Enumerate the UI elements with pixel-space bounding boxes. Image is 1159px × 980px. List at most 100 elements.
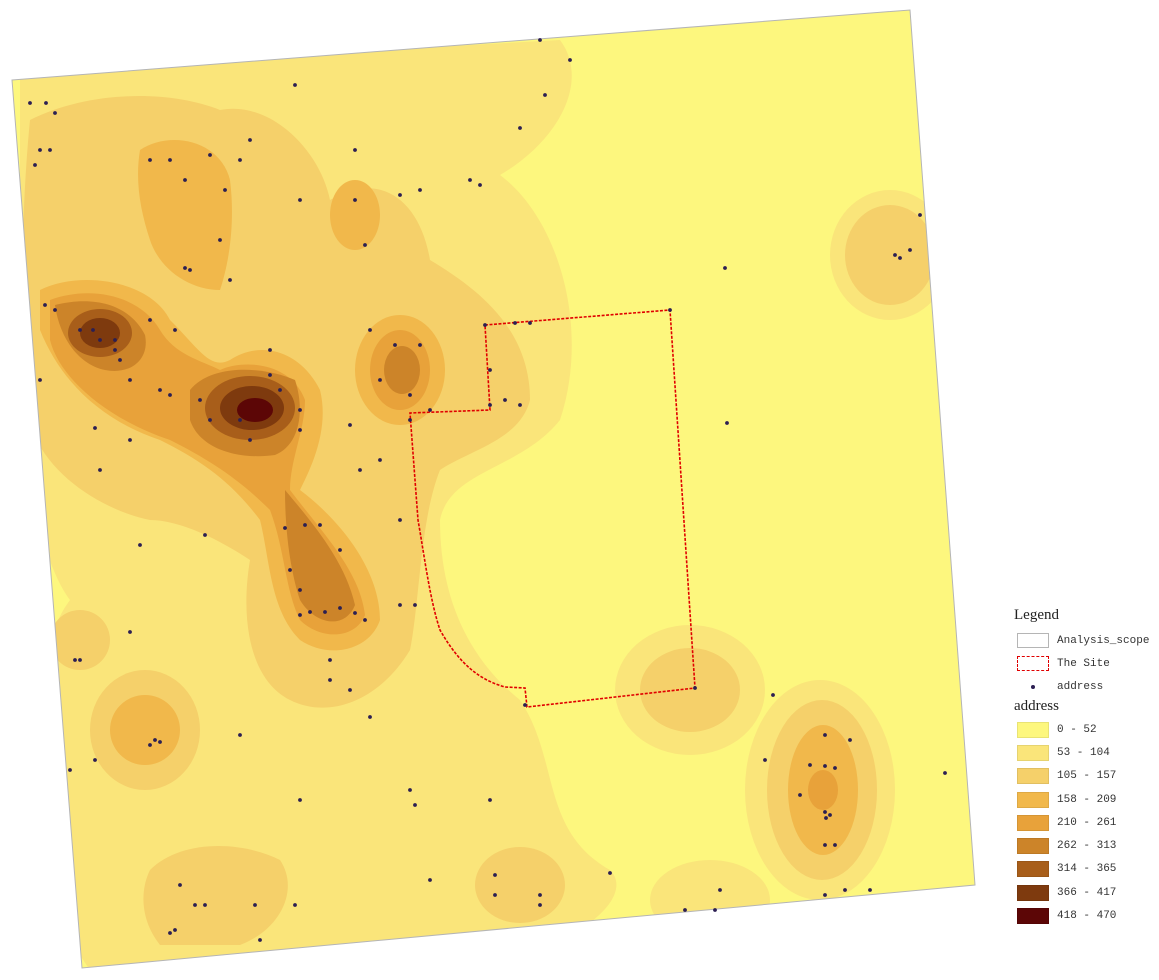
legend-class-swatch: [1017, 744, 1049, 761]
address-point: [43, 303, 47, 307]
address-point: [128, 378, 132, 382]
address-point: [368, 328, 372, 332]
legend-class-label: 158 - 209: [1057, 793, 1117, 806]
address-point-swatch: [1017, 679, 1049, 694]
address-point: [248, 138, 252, 142]
address-point: [293, 903, 297, 907]
analysis-scope-outline: [11, 9, 976, 969]
analysis-scope-label: Analysis_scope: [1057, 634, 1150, 647]
address-point: [298, 428, 302, 432]
address-point: [148, 743, 152, 747]
address-point: [38, 378, 42, 382]
address-point: [378, 458, 382, 462]
address-point: [398, 518, 402, 522]
address-point: [418, 343, 422, 347]
address-point: [543, 93, 547, 97]
density-class-list: 0 - 52 53 - 104 105 - 157 158 - 209 210 - 26…: [1014, 718, 1154, 928]
legend-class-swatch: [1017, 884, 1049, 901]
address-point: [683, 908, 687, 912]
address-point: [468, 178, 472, 182]
address-point: [298, 798, 302, 802]
legend-title: Legend: [1014, 607, 1059, 623]
address-point: [128, 438, 132, 442]
address-point: [73, 658, 77, 662]
legend-class-swatch: [1017, 908, 1049, 925]
address-point: [188, 268, 192, 272]
address-point: [203, 903, 207, 907]
address-point: [823, 764, 827, 768]
address-point: [493, 893, 497, 897]
address-point: [518, 126, 522, 130]
address-point: [178, 883, 182, 887]
address-point: [223, 188, 227, 192]
address-point: [183, 178, 187, 182]
address-point: [843, 888, 847, 892]
address-point: [248, 438, 252, 442]
legend-class-label: 105 - 157: [1057, 770, 1117, 783]
address-point: [183, 266, 187, 270]
address-point: [338, 548, 342, 552]
address-point: [408, 788, 412, 792]
address-point: [568, 58, 572, 62]
address-point: [48, 148, 52, 152]
site-boundary: [409, 309, 696, 708]
address-point: [608, 871, 612, 875]
address-point: [353, 148, 357, 152]
address-point: [418, 188, 422, 192]
point-icon: [1031, 684, 1035, 689]
legend-item-address-point: address: [1014, 675, 1154, 698]
address-point: [668, 308, 672, 312]
address-point: [153, 738, 157, 742]
address-point: [488, 798, 492, 802]
address-point: [798, 793, 802, 797]
address-point: [328, 658, 332, 662]
legend-class-row: 53 - 104: [1014, 741, 1154, 764]
address-point: [488, 403, 492, 407]
address-point: [693, 686, 697, 690]
address-point: [908, 248, 912, 252]
address-point: [513, 321, 517, 325]
address-point: [208, 418, 212, 422]
address-point: [218, 238, 222, 242]
legend-class-row: 0 - 52: [1014, 718, 1154, 741]
address-point: [33, 163, 37, 167]
address-point: [298, 613, 302, 617]
address-point: [363, 243, 367, 247]
address-point: [283, 526, 287, 530]
address-point: [303, 523, 307, 527]
address-point: [538, 903, 542, 907]
legend-class-label: 418 - 470: [1057, 910, 1117, 923]
legend-class-swatch: [1017, 721, 1049, 738]
address-point: [523, 703, 527, 707]
address-point: [148, 318, 152, 322]
address-point: [128, 630, 132, 634]
address-point: [68, 768, 72, 772]
legend-class-label: 366 - 417: [1057, 886, 1117, 899]
address-point: [363, 618, 367, 622]
legend-item-site: The Site: [1014, 652, 1154, 675]
address-point: [268, 373, 272, 377]
address-point: [833, 843, 837, 847]
address-point: [293, 83, 297, 87]
address-point: [348, 688, 352, 692]
address-point: [298, 588, 302, 592]
address-point: [353, 611, 357, 615]
address-point: [823, 893, 827, 897]
address-point: [238, 418, 242, 422]
legend-class-swatch: [1017, 791, 1049, 808]
address-point: [408, 393, 412, 397]
address-point: [328, 678, 332, 682]
address-point: [943, 771, 947, 775]
legend-class-swatch: [1017, 768, 1049, 785]
legend-class-row: 210 - 261: [1014, 811, 1154, 834]
address-point: [771, 693, 775, 697]
address-point: [338, 606, 342, 610]
address-point: [318, 523, 322, 527]
legend-class-row: 105 - 157: [1014, 765, 1154, 788]
address-point: [323, 610, 327, 614]
density-legend-title: address: [1014, 698, 1059, 714]
address-point: [238, 158, 242, 162]
legend-class-row: 262 - 313: [1014, 834, 1154, 857]
